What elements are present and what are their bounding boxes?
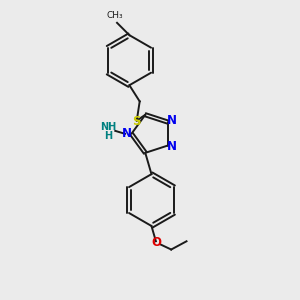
Text: S: S: [133, 115, 141, 128]
Text: N: N: [167, 140, 177, 153]
Text: N: N: [122, 127, 132, 140]
Text: NH: NH: [100, 122, 116, 132]
Text: H: H: [104, 131, 112, 141]
Text: N: N: [167, 114, 177, 128]
Text: CH₃: CH₃: [106, 11, 123, 20]
Text: O: O: [152, 236, 161, 249]
